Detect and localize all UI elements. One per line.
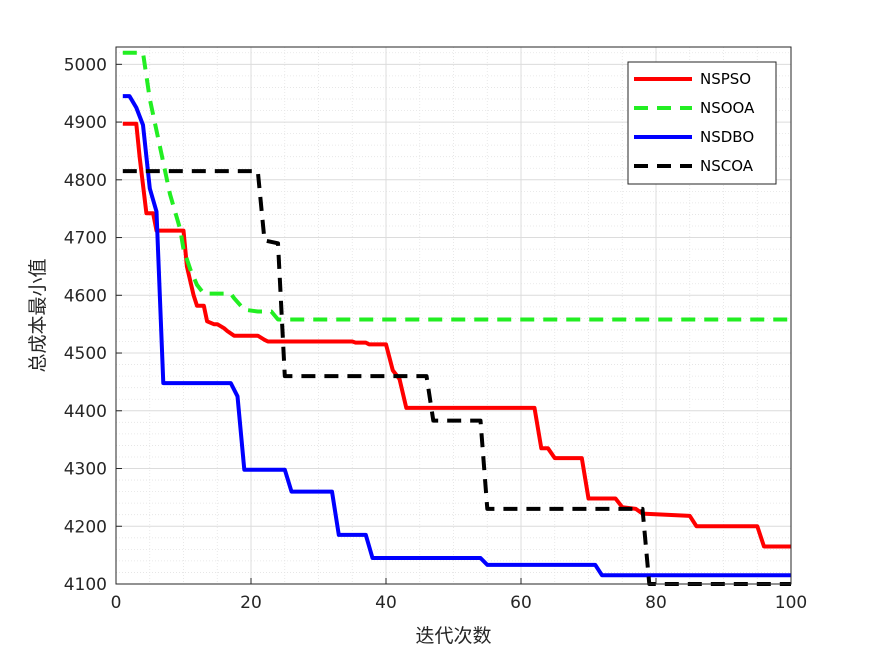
series-line-nspso <box>122 121 791 549</box>
x-tick-label: 100 <box>775 593 807 613</box>
series-line-nsooa <box>122 50 791 322</box>
legend-label-nspso: NSPSO <box>700 70 751 88</box>
grid-lines <box>115 47 792 585</box>
x-tick-label: 20 <box>240 593 262 613</box>
y-tick-label: 4100 <box>64 575 107 595</box>
axis-ticks: 0 20 40 60 80 100 4100 4200 4300 4400 4500 4600 4700… <box>64 55 807 613</box>
legend-label-nsooa: NSOOA <box>700 99 755 117</box>
y-tick-label: 4200 <box>64 517 107 537</box>
y-tick-label: 4400 <box>64 402 107 422</box>
plot-frame <box>115 46 792 585</box>
series-lines <box>122 50 791 586</box>
x-tick-label: 0 <box>111 593 122 613</box>
legend: NSPSO NSOOA NSDBO NSCOA <box>627 61 777 185</box>
series-line-nsdbo <box>122 94 791 578</box>
legend-label-nscoa: NSCOA <box>700 157 754 175</box>
x-axis-label: 迭代次数 <box>415 625 491 647</box>
y-tick-label: 5000 <box>64 55 107 75</box>
y-tick-label: 4300 <box>64 460 107 480</box>
y-tick-label: 4800 <box>64 171 107 191</box>
x-tick-label: 60 <box>510 593 532 613</box>
y-tick-label: 4900 <box>64 113 107 133</box>
y-tick-label: 4700 <box>64 229 107 249</box>
y-tick-label: 4600 <box>64 286 107 306</box>
series-line-nscoa <box>122 169 791 586</box>
y-axis-label: 总成本最小值 <box>27 258 49 372</box>
y-tick-label: 4500 <box>64 344 107 364</box>
x-tick-label: 80 <box>645 593 667 613</box>
legend-box <box>627 61 777 185</box>
x-tick-label: 40 <box>375 593 397 613</box>
legend-label-nsdbo: NSDBO <box>700 128 754 146</box>
